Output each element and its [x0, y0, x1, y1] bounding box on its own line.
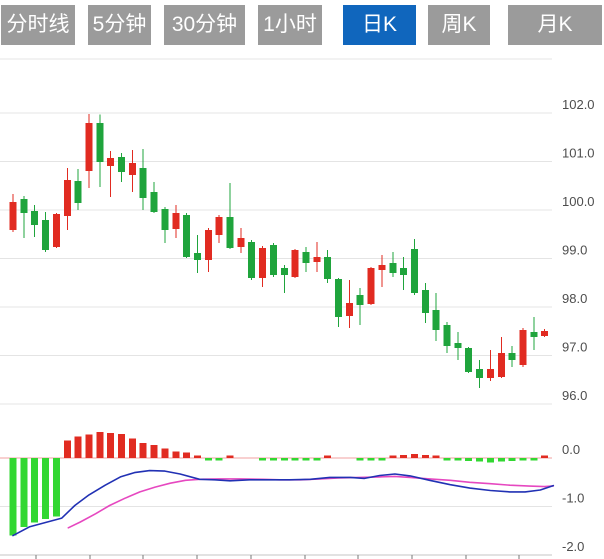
timeframe-tabbar: 分时线 5分钟 30分钟 1小时 日K 周K 月K: [0, 5, 604, 45]
grid-lines: [0, 58, 552, 556]
tab-monthly-k[interactable]: 月K: [508, 5, 602, 45]
dea-line: [67, 475, 555, 529]
dif-line: [12, 469, 555, 537]
svg-text:97.0: 97.0: [562, 339, 587, 354]
tab-1hour[interactable]: 1小时: [258, 5, 322, 45]
tab-weekly-k[interactable]: 周K: [428, 5, 490, 45]
tab-30min[interactable]: 30分钟: [164, 5, 245, 45]
x-axis-ticks: [35, 555, 520, 559]
svg-text:98.0: 98.0: [562, 291, 587, 306]
candles-group: [9, 113, 549, 388]
tab-5min[interactable]: 5分钟: [88, 5, 151, 45]
macd-histogram: [9, 431, 549, 536]
svg-text:96.0: 96.0: [562, 388, 587, 403]
svg-text:-2.0: -2.0: [562, 539, 584, 554]
tab-minute-line[interactable]: 分时线: [1, 5, 75, 45]
svg-text:0.0: 0.0: [562, 442, 580, 457]
svg-text:100.0: 100.0: [562, 194, 595, 209]
tab-daily-k[interactable]: 日K: [343, 5, 416, 45]
svg-text:102.0: 102.0: [562, 97, 595, 112]
price-axis-labels: 102.0 101.0 100.0 99.0 98.0 97.0 96.0 0.0 -1.0 -2…: [562, 97, 595, 554]
svg-text:-1.0: -1.0: [562, 490, 584, 505]
svg-text:101.0: 101.0: [562, 145, 595, 160]
macd-lines: [12, 469, 555, 537]
svg-text:99.0: 99.0: [562, 242, 587, 257]
